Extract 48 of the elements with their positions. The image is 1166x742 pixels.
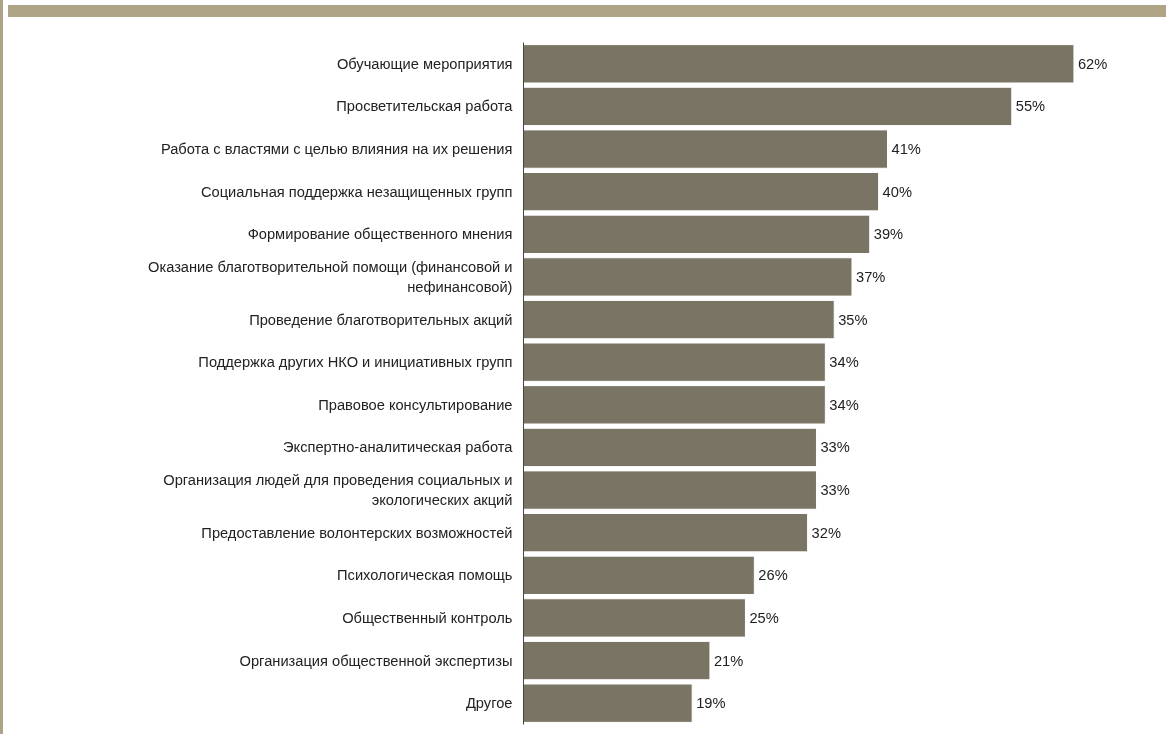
data-label: 25%	[749, 609, 779, 626]
data-label: 26%	[758, 567, 788, 584]
bar	[523, 214, 871, 254]
bar	[523, 683, 693, 723]
data-label: 32%	[811, 524, 841, 541]
data-label: 34%	[829, 354, 859, 371]
y-tick-label: Другое	[465, 695, 513, 712]
data-label: 40%	[882, 183, 912, 200]
y-tick-label: Организация общественной экспертизы	[239, 652, 513, 669]
data-label: 34%	[829, 396, 859, 413]
data-label: 39%	[873, 226, 904, 243]
data-label: 55%	[1015, 98, 1046, 115]
data-label: 62%	[1077, 55, 1108, 72]
bar	[523, 44, 1075, 84]
y-tick-label: Предоставление волонтерских возможностей	[201, 524, 513, 541]
y-tick-label: Просветительская работа	[336, 98, 514, 115]
data-label: 21%	[713, 652, 744, 669]
bar	[523, 342, 826, 382]
y-tick-label: Работа с властями с целью влияния на их решения	[160, 141, 513, 158]
bar	[523, 470, 817, 510]
y-tick-label: Правовое консультирование	[318, 396, 513, 413]
y-tick-label: Поддержка других НКО и инициативных групп	[198, 354, 513, 371]
data-label: 41%	[891, 141, 921, 158]
y-tick-label: Экспертно-аналитическая работа	[283, 439, 514, 456]
y-tick-label: Формирование общественного мнения	[247, 226, 513, 243]
y-tick-label: Проведение благотворительных акций	[249, 311, 513, 328]
data-label: 37%	[855, 268, 886, 285]
bar	[523, 86, 1013, 127]
bar	[523, 385, 826, 425]
data-label: 33%	[820, 439, 850, 456]
bar	[523, 555, 755, 595]
bar	[523, 640, 711, 681]
y-tick-label: Оказание благотворительной помощи (финансовой и нефинансовой)	[148, 259, 513, 295]
bar	[523, 513, 809, 553]
bar	[523, 427, 817, 468]
y-tick-label: Обучающие мероприятия	[336, 55, 513, 72]
bar	[523, 172, 880, 212]
y-tick-label: Психологическая помощь	[337, 567, 513, 584]
bar	[523, 598, 746, 638]
data-label: 35%	[838, 311, 868, 328]
bar	[523, 257, 853, 297]
data-label: 33%	[820, 482, 850, 499]
y-tick-label: Социальная поддержка незащищенных групп	[200, 183, 513, 200]
y-tick-label: Организация людей для проведения социальных и экологических акций	[163, 472, 513, 508]
bar	[523, 299, 835, 340]
y-tick-label: Общественный контроль	[342, 609, 513, 626]
bar	[523, 129, 888, 169]
data-label: 19%	[696, 695, 726, 712]
